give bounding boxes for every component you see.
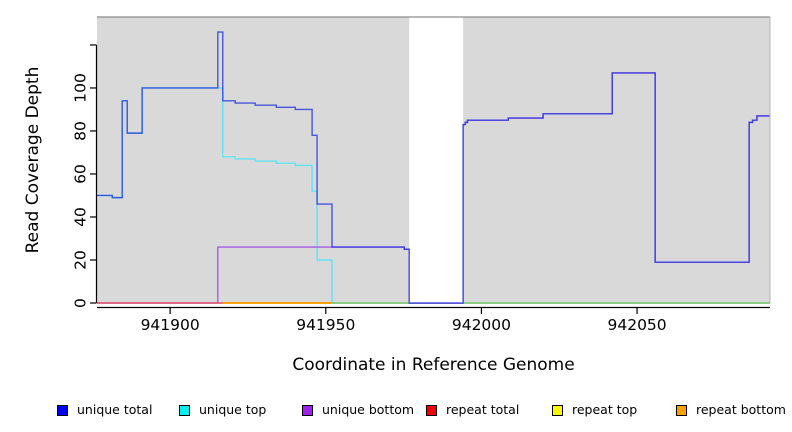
legend-label-repeat-bottom: repeat bottom xyxy=(696,402,786,417)
y-tick-label: 80 xyxy=(72,121,90,141)
legend: unique total unique top unique bottom re… xyxy=(0,401,792,425)
legend-item-unique-bottom: unique bottom xyxy=(302,401,414,419)
legend-item-unique-top: unique top xyxy=(179,401,266,419)
legend-label-unique-top: unique top xyxy=(199,402,267,417)
y-tick-label: 0 xyxy=(72,298,90,308)
legend-swatch-repeat-total xyxy=(426,404,437,416)
legend-label-unique-bottom: unique bottom xyxy=(322,402,415,417)
assembly-gap-region xyxy=(409,17,464,303)
legend-swatch-unique-bottom xyxy=(302,404,313,416)
series-unique-total xyxy=(97,31,770,304)
y-axis-title: Read Coverage Depth xyxy=(23,66,43,254)
x-tick-label: 942000 xyxy=(452,316,511,334)
legend-swatch-unique-top xyxy=(179,404,190,416)
legend-label-repeat-top: repeat top xyxy=(572,402,638,417)
legend-item-unique-total: unique total xyxy=(57,401,152,419)
legend-swatch-unique-total xyxy=(57,404,68,416)
legend-swatch-repeat-bottom xyxy=(676,404,687,416)
y-tick-label: 40 xyxy=(72,207,90,227)
legend-item-repeat-bottom: repeat bottom xyxy=(676,401,786,419)
x-tick-label: 941950 xyxy=(296,316,355,334)
y-tick-label: 100 xyxy=(72,73,90,103)
legend-item-repeat-top: repeat top xyxy=(552,401,637,419)
x-tick-label: 942050 xyxy=(607,316,666,334)
legend-label-repeat-total: repeat total xyxy=(446,402,520,417)
y-tick-label: 60 xyxy=(72,164,90,184)
x-tick-label: 941900 xyxy=(141,316,200,334)
legend-label-unique-total: unique total xyxy=(77,402,153,417)
y-tick-label: 20 xyxy=(72,250,90,270)
legend-swatch-repeat-top xyxy=(552,404,563,416)
x-axis-title: Coordinate in Reference Genome xyxy=(292,355,575,375)
legend-item-repeat-total: repeat total xyxy=(426,401,519,419)
